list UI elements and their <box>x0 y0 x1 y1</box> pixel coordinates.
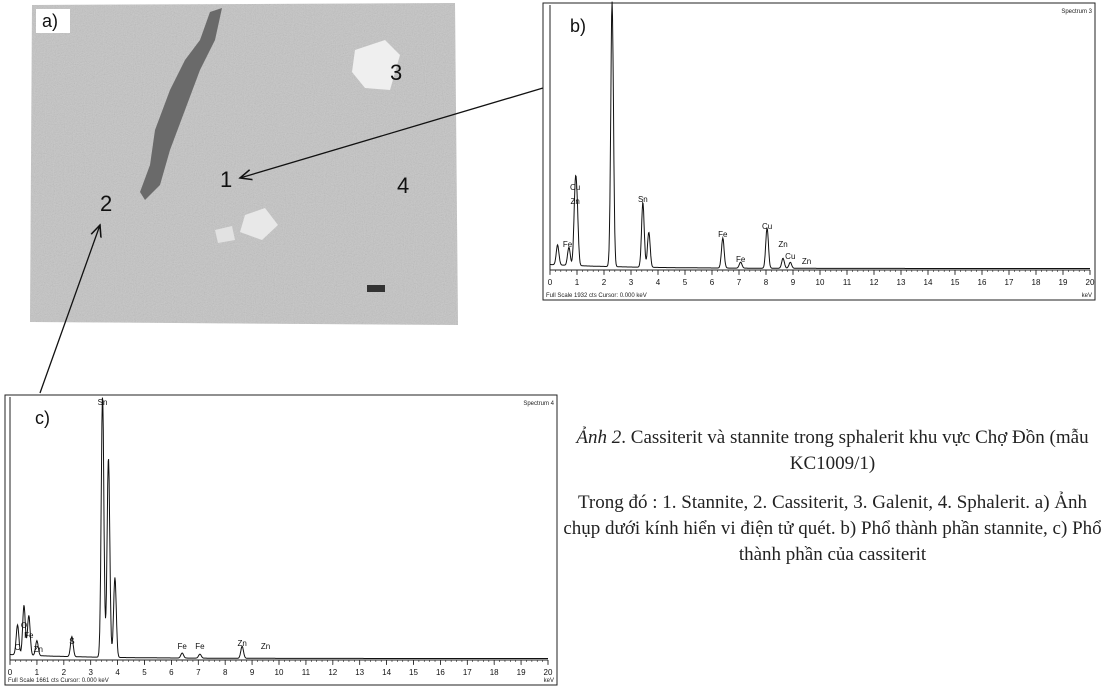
unit-label: keV <box>544 678 554 684</box>
arrow <box>39 225 100 394</box>
tick-label: 5 <box>683 278 688 287</box>
tick-label: 19 <box>517 668 526 677</box>
tick-label: 18 <box>490 668 499 677</box>
spectrum-frame <box>4 394 558 686</box>
tick-label: 10 <box>816 278 825 287</box>
tick-label: 12 <box>328 668 337 677</box>
peak-label: Fe <box>736 255 746 264</box>
spectrum-line <box>10 397 548 659</box>
tick-label: 8 <box>764 278 769 287</box>
point-label: 2 <box>100 191 112 216</box>
peak-label: Fe <box>718 230 728 239</box>
peak-label: Sn <box>638 195 648 204</box>
peak-label: Cu <box>570 183 580 192</box>
peak-label: C <box>15 643 21 652</box>
tick-label: 17 <box>1005 278 1014 287</box>
caption-title: Ảnh 2. Cassiterit và stannite trong spha… <box>560 425 1103 477</box>
spectrum-name: Spectrum 3 <box>1061 9 1092 15</box>
peak-label: Fe <box>563 240 573 249</box>
tick-label: 13 <box>355 668 364 677</box>
peak-label: S <box>69 637 74 646</box>
tick-label: 17 <box>463 668 472 677</box>
tick-label: 4 <box>115 668 120 677</box>
tick-label: 15 <box>409 668 418 677</box>
peak-label: Cu <box>785 252 795 261</box>
point-label: 3 <box>390 60 402 85</box>
peak-label: Zn <box>802 257 811 266</box>
peak-label: Zn <box>261 642 270 651</box>
unit-label: keV <box>1082 293 1092 299</box>
tick-label: 1 <box>35 668 40 677</box>
tick-label: 10 <box>275 668 284 677</box>
peak-label: O <box>21 621 27 630</box>
tick-label: 18 <box>1032 278 1041 287</box>
tick-label: 1 <box>575 278 580 287</box>
footer: Full Scale 1932 cts Cursor: 0.000 keV <box>546 293 647 299</box>
peak-label: Fe <box>195 642 205 651</box>
tick-label: 19 <box>1059 278 1068 287</box>
tick-label: 16 <box>978 278 987 287</box>
arrow <box>240 87 544 178</box>
spectrum-line <box>550 1 1090 269</box>
peak-label: Zn <box>34 645 43 654</box>
peak-label: Fe <box>177 642 187 651</box>
spectrum-b: 0 1 2 3 4 5 6 7 8 9 10 11 12 13 14 15 16 17 18 19 20CuZnFeSn… <box>542 1 1096 301</box>
caption: Ảnh 2. Cassiterit và stannite trong spha… <box>560 425 1103 581</box>
figure-number: Ảnh 2 <box>576 427 622 448</box>
tick-label: 0 <box>548 278 553 287</box>
caption-title-text: . Cassiterit và stannite trong sphalerit… <box>621 427 1089 474</box>
peak-label: Fe <box>24 631 34 640</box>
peak-label: Zn <box>570 197 579 206</box>
tick-label: 14 <box>382 668 391 677</box>
tick-label: 6 <box>710 278 715 287</box>
tick-label: 9 <box>250 668 255 677</box>
tick-label: 12 <box>870 278 879 287</box>
tick-label: 8 <box>223 668 228 677</box>
tick-label: 13 <box>897 278 906 287</box>
peak-label: Cu <box>762 222 772 231</box>
point-label: 1 <box>220 167 232 192</box>
tick-label: 6 <box>169 668 174 677</box>
sem-image: a) 1 2 3 4 <box>30 3 458 325</box>
tick-label: 5 <box>142 668 147 677</box>
tick-label: 16 <box>436 668 445 677</box>
point-label: 4 <box>397 173 409 198</box>
tick-label: 3 <box>629 278 634 287</box>
peak-label: Sn <box>98 398 108 407</box>
tick-label: 0 <box>8 668 13 677</box>
footer: Full Scale 1661 cts Cursor: 0.000 keV <box>8 678 109 684</box>
tick-label: 7 <box>196 668 201 677</box>
tick-label: 20 <box>544 668 553 677</box>
spectrum-frame <box>542 2 1096 301</box>
spectrum-name: Spectrum 4 <box>523 401 554 407</box>
tick-label: 2 <box>62 668 67 677</box>
peak-label: Zn <box>237 639 246 648</box>
tick-label: 2 <box>602 278 607 287</box>
tick-label: 11 <box>302 668 311 677</box>
tick-label: 7 <box>737 278 742 287</box>
tick-label: 11 <box>843 278 852 287</box>
panel-label: b) <box>570 16 586 36</box>
tick-label: 4 <box>656 278 661 287</box>
peak-label: Zn <box>778 240 787 249</box>
panel-label: c) <box>35 408 50 428</box>
tick-label: 14 <box>924 278 933 287</box>
tick-label: 3 <box>88 668 93 677</box>
tick-label: 15 <box>951 278 960 287</box>
tick-label: 9 <box>791 278 796 287</box>
tick-label: 20 <box>1086 278 1095 287</box>
caption-body: Trong đó : 1. Stannite, 2. Cassiterit, 3… <box>563 492 1102 565</box>
panel-label: a) <box>42 11 58 31</box>
